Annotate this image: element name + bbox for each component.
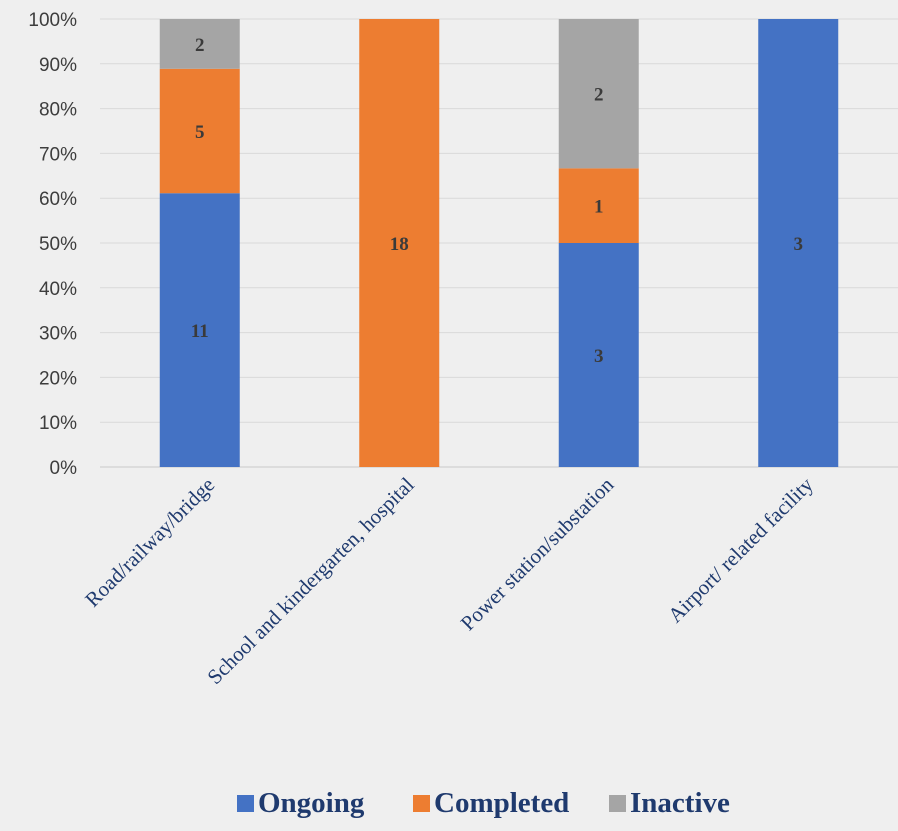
legend-swatch [413,795,430,812]
data-label: 11 [191,321,209,342]
x-tick-label: Power station/substation [456,472,619,635]
bar-segment [159,19,240,69]
data-label: 18 [390,234,409,255]
y-tick-label: 40% [39,279,77,300]
bar-segment [558,19,639,169]
data-label: 3 [594,346,604,367]
bar-segment [159,68,240,194]
y-tick-label: 30% [39,324,77,345]
legend: Ongoing Completed Inactive [237,787,730,819]
data-label: 3 [794,234,804,255]
y-tick-label: 50% [39,234,77,255]
data-label: 2 [195,35,205,56]
y-tick-label: 20% [39,368,77,389]
y-axis: 0% 10% 20% 30% 40% 50% 60% 70% 80% 90% 100% [28,10,77,479]
y-tick-label: 70% [39,144,77,165]
x-tick-label: School and kindergarten, hospital [202,472,418,688]
y-tick-label: 100% [28,10,77,31]
bar-segment [558,168,639,243]
y-tick-label: 60% [39,189,77,210]
bar-segment [558,243,639,467]
y-tick-label: 0% [50,458,78,479]
y-tick-label: 80% [39,100,77,121]
bar-segment [758,19,839,467]
legend-label: Inactive [630,787,730,819]
y-tick-label: 90% [39,55,77,76]
legend-label: Completed [434,787,569,819]
data-label: 2 [594,85,604,106]
legend-swatch [609,795,626,812]
x-tick-label: Airport/ related facility [663,472,818,627]
legend-label: Ongoing [258,787,365,819]
data-label: 5 [195,122,205,143]
bar-segment [159,193,240,467]
legend-swatch [237,795,254,812]
data-label: 1 [594,197,604,218]
bars: 11 5 2 18 3 1 2 3 [159,19,839,467]
bar-segment [359,19,440,467]
x-tick-label: Road/railway/bridge [80,473,219,612]
y-tick-label: 10% [39,413,77,434]
